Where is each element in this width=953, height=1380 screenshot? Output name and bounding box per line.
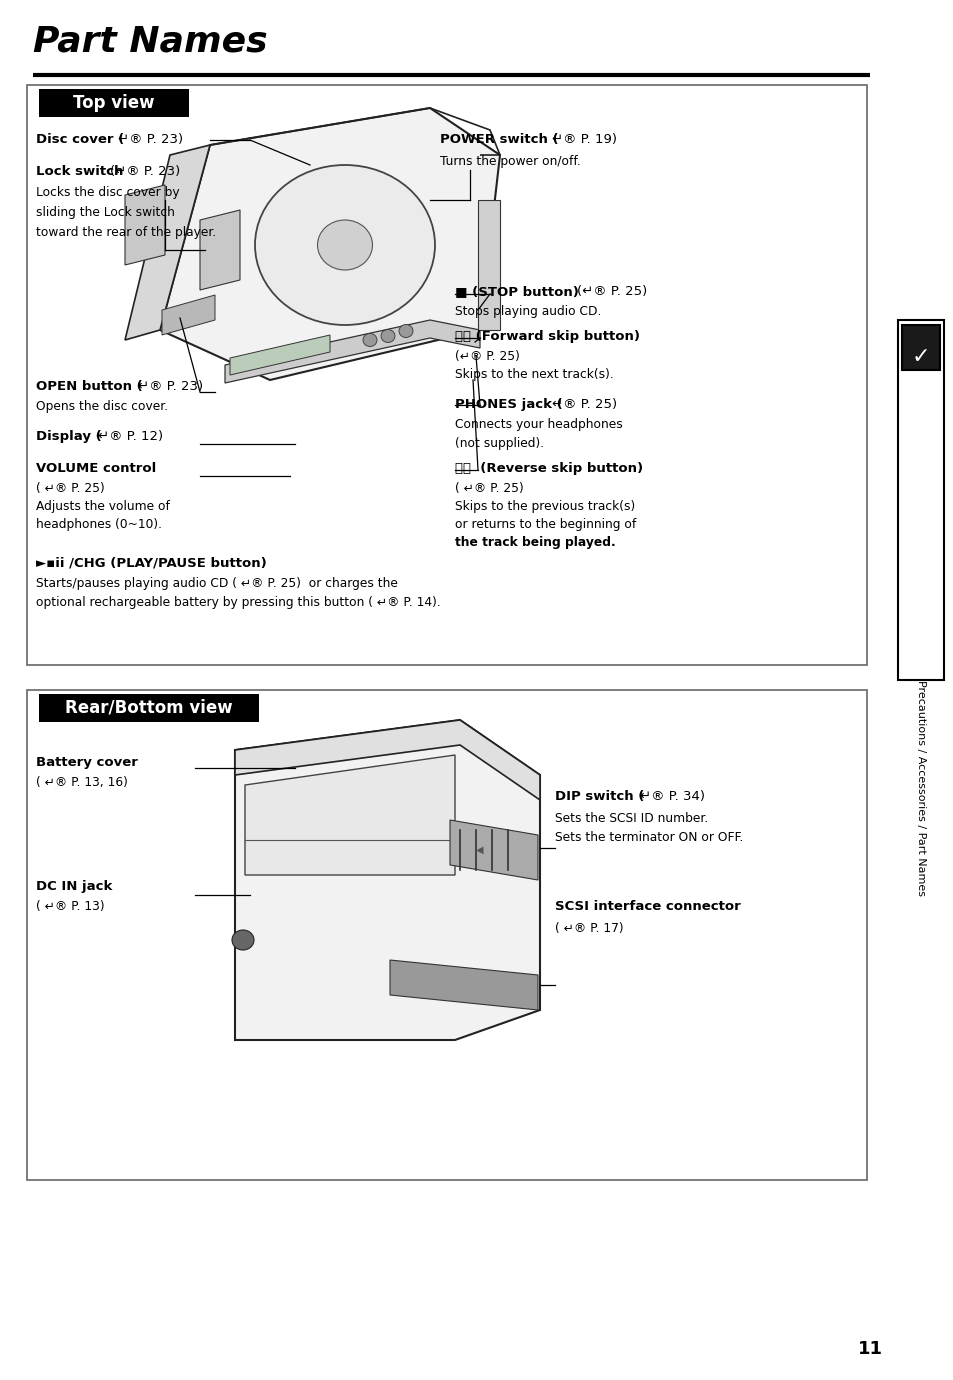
Text: Connects your headphones: Connects your headphones	[455, 418, 622, 431]
Text: Precautions / Accessories / Part Names: Precautions / Accessories / Part Names	[915, 680, 925, 896]
Text: Locks the disc cover by: Locks the disc cover by	[36, 186, 179, 199]
Text: (↵® P. 23): (↵® P. 23)	[110, 166, 180, 178]
Text: ↵® P. 23): ↵® P. 23)	[138, 380, 203, 393]
Ellipse shape	[317, 219, 372, 270]
Text: Turns the power on/off.: Turns the power on/off.	[439, 155, 580, 168]
Bar	[901, 326, 939, 370]
Text: Skips to the next track(s).: Skips to the next track(s).	[455, 368, 613, 381]
Text: Disc cover (: Disc cover (	[36, 132, 129, 146]
Text: ◀: ◀	[476, 845, 483, 856]
Text: PHONES jack (: PHONES jack (	[455, 397, 567, 411]
Text: ( ↵® P. 13): ( ↵® P. 13)	[36, 900, 105, 914]
Ellipse shape	[363, 334, 376, 346]
Ellipse shape	[398, 324, 413, 338]
Bar	[27, 690, 866, 1180]
Polygon shape	[230, 335, 330, 375]
Polygon shape	[234, 720, 539, 1041]
Text: sliding the Lock switch: sliding the Lock switch	[36, 206, 174, 219]
Text: (↵® P. 25): (↵® P. 25)	[577, 286, 646, 298]
Polygon shape	[200, 210, 240, 290]
Text: the track being played.: the track being played.	[455, 535, 615, 549]
Text: VOLUME control: VOLUME control	[36, 462, 156, 475]
Text: ↵® P. 19): ↵® P. 19)	[552, 132, 617, 146]
Polygon shape	[160, 108, 499, 380]
Text: ⏮⏮  (Reverse skip button): ⏮⏮ (Reverse skip button)	[455, 462, 642, 475]
Text: ( ↵® P. 13, 16): ( ↵® P. 13, 16)	[36, 776, 128, 789]
Text: Sets the SCSI ID number.: Sets the SCSI ID number.	[555, 811, 707, 825]
Polygon shape	[450, 820, 537, 880]
Text: ↵® P. 12): ↵® P. 12)	[98, 431, 163, 443]
Polygon shape	[390, 960, 537, 1010]
Ellipse shape	[254, 166, 435, 326]
Text: Part Names: Part Names	[33, 23, 268, 58]
Polygon shape	[162, 295, 214, 335]
Polygon shape	[477, 200, 499, 330]
Text: ( ↵® P. 25): ( ↵® P. 25)	[36, 482, 105, 495]
Text: OPEN button (: OPEN button (	[36, 380, 147, 393]
Text: ↵® P. 23): ↵® P. 23)	[118, 132, 183, 146]
Text: Starts/pauses playing audio CD ( ↵® P. 25)  or charges the: Starts/pauses playing audio CD ( ↵® P. 2…	[36, 577, 397, 591]
Text: Skips to the previous track(s): Skips to the previous track(s)	[455, 500, 635, 513]
Ellipse shape	[380, 330, 395, 342]
Text: Adjusts the volume of: Adjusts the volume of	[36, 500, 170, 513]
Text: or returns to the beginning of: or returns to the beginning of	[455, 518, 636, 531]
Text: Top view: Top view	[73, 94, 154, 112]
Text: headphones (0~10).: headphones (0~10).	[36, 518, 162, 531]
Text: ( ↵® P. 25): ( ↵® P. 25)	[455, 482, 523, 495]
Text: Battery cover: Battery cover	[36, 756, 138, 769]
Bar	[39, 694, 258, 722]
Text: Rear/Bottom view: Rear/Bottom view	[65, 700, 233, 718]
Text: DC IN jack: DC IN jack	[36, 880, 112, 893]
Ellipse shape	[232, 930, 253, 949]
Text: toward the rear of the player.: toward the rear of the player.	[36, 226, 216, 239]
Polygon shape	[125, 145, 210, 339]
Text: POWER switch (: POWER switch (	[439, 132, 562, 146]
Text: Display (: Display (	[36, 431, 107, 443]
Text: ⏭⏭ (Forward skip button): ⏭⏭ (Forward skip button)	[455, 330, 639, 344]
Text: ►▪ii /CHG (PLAY/PAUSE button): ►▪ii /CHG (PLAY/PAUSE button)	[36, 556, 267, 569]
Text: SCSI interface connector: SCSI interface connector	[555, 900, 740, 914]
Text: 11: 11	[857, 1340, 882, 1358]
Bar	[897, 320, 943, 680]
Text: Lock switch: Lock switch	[36, 166, 128, 178]
Text: ↵® P. 34): ↵® P. 34)	[639, 789, 704, 803]
Text: DIP switch (: DIP switch (	[555, 789, 648, 803]
Text: Stops playing audio CD.: Stops playing audio CD.	[455, 305, 600, 317]
Text: Opens the disc cover.: Opens the disc cover.	[36, 400, 168, 413]
Text: Sets the terminator ON or OFF.: Sets the terminator ON or OFF.	[555, 831, 742, 845]
Text: (↵® P. 25): (↵® P. 25)	[455, 351, 519, 363]
Text: ( ↵® P. 17): ( ↵® P. 17)	[555, 922, 623, 936]
Bar	[27, 86, 866, 665]
Polygon shape	[245, 755, 455, 875]
Bar	[39, 88, 189, 117]
Polygon shape	[234, 720, 539, 800]
Text: ■ (STOP button): ■ (STOP button)	[455, 286, 583, 298]
Text: (not supplied).: (not supplied).	[455, 437, 543, 450]
Polygon shape	[125, 185, 165, 265]
Text: ↵® P. 25): ↵® P. 25)	[552, 397, 617, 411]
Text: optional rechargeable battery by pressing this button ( ↵® P. 14).: optional rechargeable battery by pressin…	[36, 596, 440, 609]
Polygon shape	[225, 320, 479, 384]
Text: ✓: ✓	[911, 346, 929, 367]
